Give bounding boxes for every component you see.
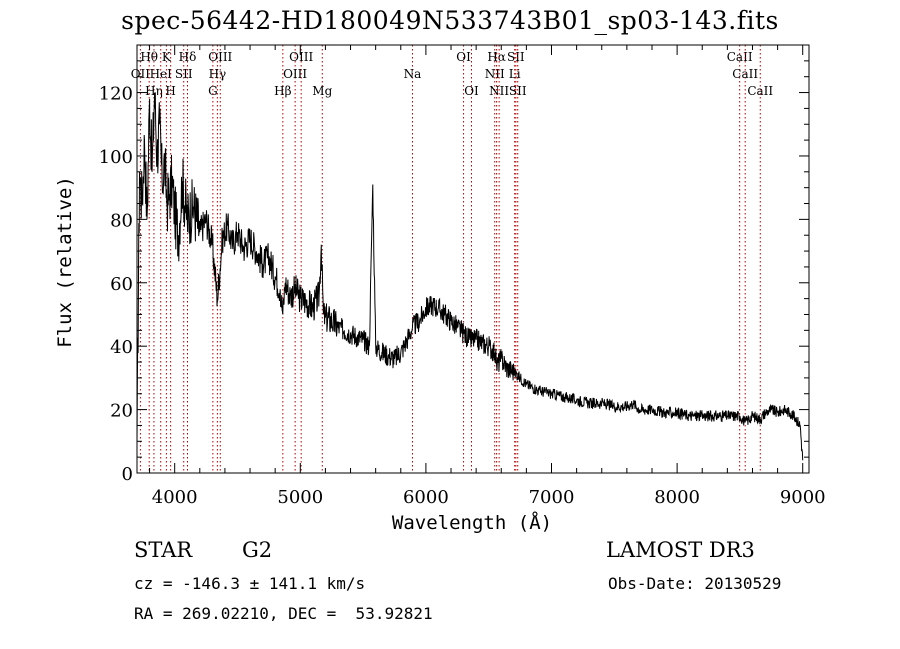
spectral-line-label-10: OIII [208,50,232,64]
y-tick-label-60: 60 [110,274,133,295]
y-tick-label-20: 20 [110,401,133,422]
spectral-line-label-0: OII [131,67,151,81]
y-tick-label-40: 40 [110,337,133,358]
spectral-line-label-18: NII [485,67,505,81]
spectral-line-markers: OIIHθHηHeIKHSIIHδGHγOIIIHβOIIIOIIIMgNaOI… [131,45,773,473]
y-tick-label-80: 80 [110,210,133,231]
spectral-line-label-11: Hβ [274,84,291,98]
spectral-line-label-9: Hγ [209,67,227,81]
spectral-line-label-16: OI [456,50,471,64]
y-axis-label: Flux (relative) [54,176,76,348]
spectral-line-label-6: SII [175,67,193,81]
spectral-line-label-26: CaII [747,84,773,98]
spectral-line-label-7: Hδ [179,50,197,64]
spectral-line-label-20: NII [489,84,509,98]
x-tick-label-4000: 4000 [152,487,198,508]
spectral-line-label-1: Hθ [140,50,158,64]
spectrum-line [136,92,804,461]
spectral-line-label-2: Hη [145,84,163,98]
x-axis-label: Wavelength (Å) [392,511,552,534]
object-class: STAR [134,538,193,562]
object-subclass: G2 [242,538,273,562]
x-tick-label-5000: 5000 [277,487,323,508]
spectral-line-label-17: OI [464,84,479,98]
observation-date: Obs-Date: 20130529 [608,574,782,593]
x-tick-label-8000: 8000 [654,487,700,508]
tick-labels: 4000 5000 6000 7000 8000 9000 0 20 40 60 80 100 120 [99,84,826,508]
plot-frame [136,44,810,474]
x-tick-label-6000: 6000 [403,487,449,508]
y-tick-label-0: 0 [122,464,133,485]
spectrum-series [136,92,804,461]
spectral-line-label-25: CaII [732,67,758,81]
spectral-line-label-13: OIII [289,50,313,64]
x-tick-label-9000: 9000 [780,487,826,508]
y-tick-label-120: 120 [99,84,133,105]
spectral-line-label-14: Mg [312,84,332,98]
spectral-line-label-12: OIII [283,67,307,81]
spectral-line-label-22: SII [507,50,525,64]
survey-name: LAMOST DR3 [606,538,755,562]
spectral-line-label-3: HeI [150,67,173,81]
x-tick-label-7000: 7000 [529,487,575,508]
spectral-line-label-19: Hα [487,50,506,64]
chart-title: spec-56442-HD180049N533743B01_sp03-143.f… [121,6,779,35]
spectral-line-label-23: SII [509,84,527,98]
spectral-line-label-8: G [208,84,218,98]
spectral-line-label-4: K [162,50,172,64]
spectral-line-label-5: H [165,84,175,98]
spectral-line-label-15: Na [404,67,422,81]
coordinates: RA = 269.02210, DEC = 53.92821 [134,604,433,623]
spectral-line-label-21: Li [509,67,521,81]
axes [136,44,810,474]
redshift-velocity: cz = -146.3 ± 141.1 km/s [134,574,366,593]
y-tick-label-100: 100 [99,147,133,168]
spectral-line-label-24: CaII [727,50,753,64]
